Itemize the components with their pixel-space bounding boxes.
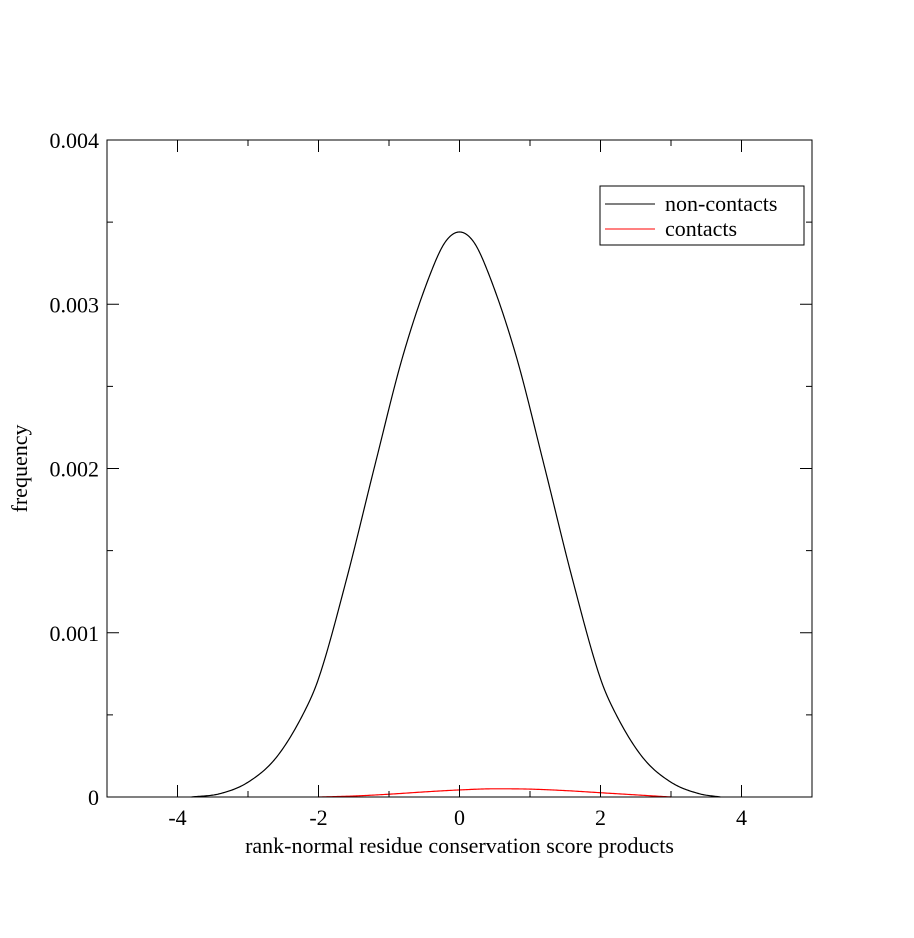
y-tick-label: 0	[88, 785, 99, 810]
x-tick-label: 2	[595, 805, 606, 830]
x-tick-label: 4	[736, 805, 747, 830]
x-tick-label: 0	[454, 805, 465, 830]
x-tick-label: -4	[168, 805, 186, 830]
plot-lines	[191, 231, 721, 798]
legend-label-non-contacts: non-contacts	[665, 191, 777, 216]
x-tick-labels: -4 -2 0 2 4	[168, 805, 747, 830]
legend: non-contacts contacts	[599, 185, 805, 246]
series-line-contacts	[318, 788, 672, 798]
y-tick-label: 0.002	[50, 457, 100, 482]
legend-box	[599, 185, 805, 246]
legend-label-contacts: contacts	[665, 216, 737, 241]
x-axis-label: rank-normal residue conservation score p…	[245, 833, 674, 858]
y-tick-label: 0.001	[50, 621, 100, 646]
y-tick-label: 0.004	[50, 128, 100, 153]
y-tick-labels: 0 0.001 0.002 0.003 0.004	[50, 128, 100, 810]
axis-ticks	[107, 139, 812, 798]
series-line-non-contacts	[191, 231, 721, 798]
x-tick-label: -2	[309, 805, 327, 830]
y-axis-label: frequency	[7, 425, 32, 513]
y-tick-label: 0.003	[50, 292, 100, 317]
